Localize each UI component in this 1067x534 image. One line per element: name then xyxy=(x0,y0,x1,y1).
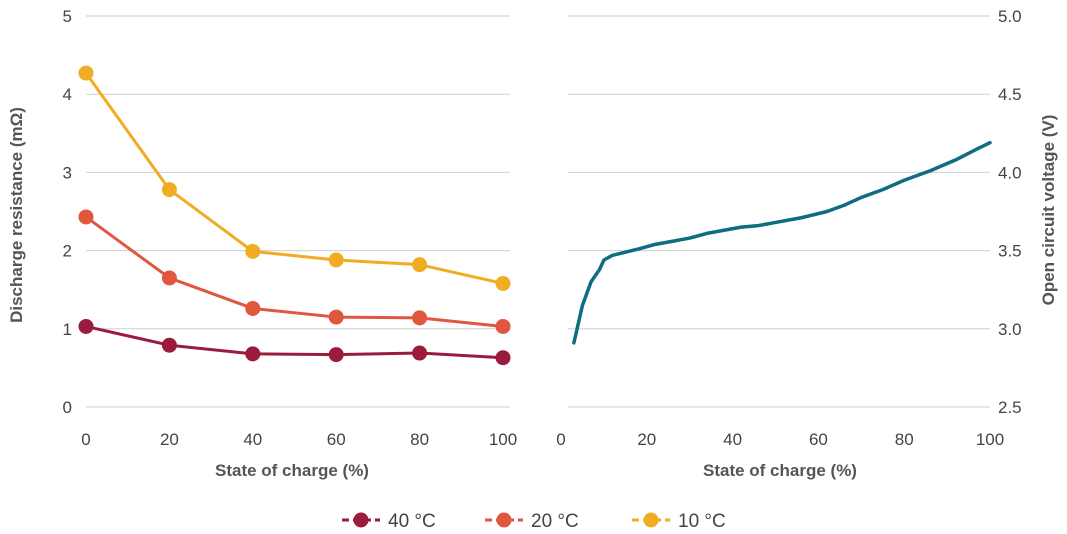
data-point xyxy=(78,209,94,225)
data-point xyxy=(78,318,94,334)
left-x-tick-label: 60 xyxy=(327,430,346,449)
data-point xyxy=(328,252,344,268)
legend-marker xyxy=(496,512,512,528)
left-x-tick-label: 0 xyxy=(81,430,90,449)
data-point xyxy=(495,318,511,334)
right-y-tick-label: 5.0 xyxy=(998,7,1022,26)
series-line-1 xyxy=(85,215,504,328)
data-point xyxy=(245,243,261,259)
data-point xyxy=(328,347,344,363)
data-point xyxy=(412,345,428,361)
legend-label: 10 °C xyxy=(678,511,726,532)
left-y-tick-label: 0 xyxy=(63,398,72,417)
data-point xyxy=(412,257,428,273)
data-point xyxy=(161,270,177,286)
left-y-axis-title: Discharge resistance (mΩ) xyxy=(7,107,26,323)
right-y-tick-label: 3.0 xyxy=(998,320,1022,339)
left-y-tick-label: 5 xyxy=(63,7,72,26)
right-y-tick-label: 2.5 xyxy=(998,398,1022,417)
left-x-tick-label: 20 xyxy=(160,430,179,449)
data-point xyxy=(412,310,428,326)
right-y-tick-label: 3.5 xyxy=(998,242,1022,261)
right-x-axis-title: State of charge (%) xyxy=(703,461,857,480)
data-point xyxy=(78,65,94,81)
left-y-tick-label: 1 xyxy=(63,320,72,339)
data-point xyxy=(328,309,344,325)
right-x-tick-label: 0 xyxy=(556,430,565,449)
right-x-tick-label: 40 xyxy=(723,430,742,449)
left-x-tick-label: 80 xyxy=(410,430,429,449)
left-x-tick-label: 100 xyxy=(489,430,517,449)
left-y-tick-label: 2 xyxy=(63,242,72,261)
data-point xyxy=(245,300,261,316)
ocv-series-line-0 xyxy=(572,140,992,345)
legend-item-2: 10 °C xyxy=(632,511,726,532)
data-point xyxy=(161,182,177,198)
legend-marker xyxy=(643,512,659,528)
legend: 40 °C 20 °C 10 °C xyxy=(342,511,726,532)
left-chart-panel: 0 1 2 3 4 5 0 20 40 60 80 100 State of charge (%) Dis… xyxy=(7,7,517,480)
legend-label: 20 °C xyxy=(531,511,579,532)
right-x-tick-label: 20 xyxy=(637,430,656,449)
right-y-tick-label: 4.0 xyxy=(998,163,1022,182)
data-point xyxy=(161,337,177,353)
right-y-axis-title: Open circuit voltage (V) xyxy=(1039,115,1058,306)
left-y-tick-label: 4 xyxy=(63,85,72,104)
data-point xyxy=(245,346,261,362)
series-line-0 xyxy=(85,324,504,360)
right-x-tick-label: 80 xyxy=(895,430,914,449)
left-x-tick-label: 40 xyxy=(243,430,262,449)
series-line-2 xyxy=(84,72,504,285)
legend-item-0: 40 °C xyxy=(342,511,436,532)
legend-marker xyxy=(353,512,369,528)
legend-item-1: 20 °C xyxy=(485,511,579,532)
right-x-tick-label: 60 xyxy=(809,430,828,449)
right-chart-panel: 2.5 3.0 3.5 4.0 4.5 5.0 0 20 40 60 80 100 State of c… xyxy=(556,7,1058,480)
legend-label: 40 °C xyxy=(388,511,436,532)
right-y-tick-label: 4.5 xyxy=(998,85,1022,104)
left-y-tick-label: 3 xyxy=(63,163,72,182)
data-point xyxy=(495,275,511,291)
right-x-tick-label: 100 xyxy=(976,430,1004,449)
data-point xyxy=(495,350,511,366)
left-x-axis-title: State of charge (%) xyxy=(215,461,369,480)
